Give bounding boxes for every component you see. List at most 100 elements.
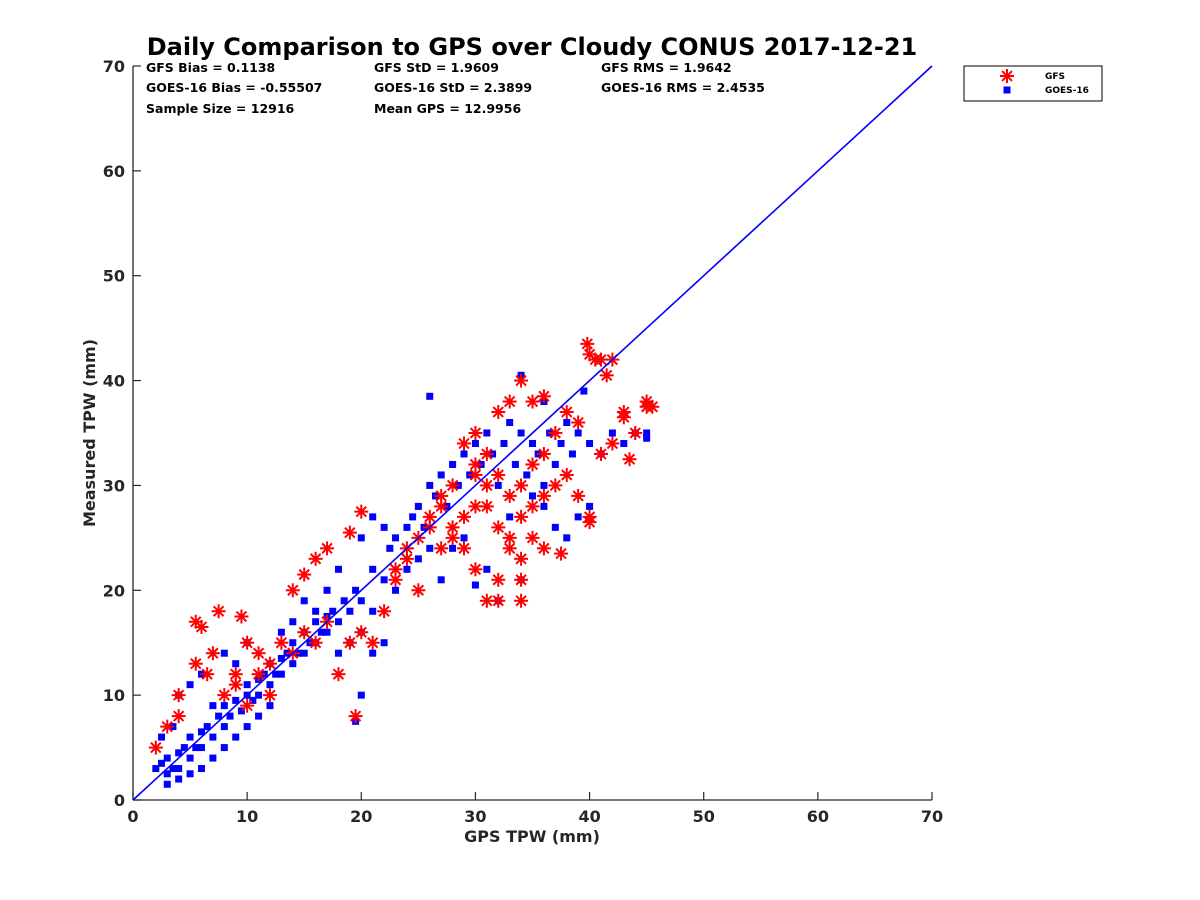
stat-goes-bias: GOES-16 Bias = -0.55507 — [146, 80, 322, 95]
goes16-point — [426, 392, 434, 400]
goes16-point — [511, 460, 519, 468]
gfs-point — [320, 541, 335, 556]
x-tick-label: 70 — [921, 807, 943, 826]
goes16-point — [175, 749, 183, 757]
goes16-point — [197, 765, 205, 773]
legend-box — [963, 65, 1103, 102]
goes16-point — [563, 534, 571, 542]
gfs-point — [251, 646, 266, 661]
goes16-point — [289, 660, 297, 668]
goes16-point — [608, 429, 616, 437]
goes16-point — [158, 759, 166, 767]
gfs-point — [262, 656, 277, 671]
gfs-point — [536, 446, 551, 461]
gfs-point — [554, 546, 569, 561]
goes16-point — [449, 544, 457, 552]
goes16-point — [471, 581, 479, 589]
y-tick-label: 20 — [103, 581, 125, 600]
goes16-point — [289, 618, 297, 626]
gfs-point — [377, 604, 392, 619]
goes16-point — [500, 439, 508, 447]
gfs-point — [536, 541, 551, 556]
goes16-point — [232, 660, 240, 668]
x-axis-label: GPS TPW (mm) — [464, 827, 600, 846]
stat-gfs-std: GFS StD = 1.9609 — [374, 60, 499, 75]
gfs-point — [388, 572, 403, 587]
goes16-point — [557, 439, 565, 447]
gfs-point — [422, 509, 437, 524]
gfs-point — [342, 635, 357, 650]
goes16-point — [312, 618, 320, 626]
goes16-point — [346, 607, 354, 615]
gfs-point — [148, 740, 163, 755]
stat-goes-std: GOES-16 StD = 2.3899 — [374, 80, 532, 95]
gfs-point — [205, 646, 220, 661]
goes16-point — [529, 492, 536, 500]
goes16-point — [255, 691, 263, 699]
goes16-point — [192, 744, 200, 752]
y-axis-label: Measured TPW (mm) — [80, 339, 99, 527]
y-tick-label: 0 — [114, 791, 125, 810]
y-tick-label: 50 — [103, 267, 125, 286]
gfs-point — [234, 609, 249, 624]
goes16-point — [243, 723, 251, 731]
gfs-point — [491, 405, 506, 420]
gfs-point — [605, 436, 620, 451]
plot-area — [132, 66, 932, 801]
gfs-point — [479, 499, 494, 514]
goes16-point — [163, 770, 171, 778]
goes16-point — [334, 618, 342, 626]
gfs-point — [548, 478, 563, 493]
gfs-point — [468, 457, 483, 472]
goes16-point — [243, 681, 251, 689]
goes16-point — [249, 696, 257, 704]
goes16-point — [357, 691, 365, 699]
gfs-point — [457, 509, 472, 524]
chart-title: Daily Comparison to GPS over Cloudy CONU… — [147, 33, 918, 61]
goes16-point — [540, 481, 548, 489]
gfs-point — [514, 572, 529, 587]
goes16-point — [220, 702, 228, 710]
goes16-point — [163, 780, 171, 788]
y-tick-label: 10 — [103, 686, 125, 705]
gfs-point — [365, 635, 380, 650]
gfs-point — [354, 504, 369, 519]
goes16-point — [414, 555, 422, 563]
goes16-point — [289, 639, 297, 647]
goes16-point — [220, 723, 228, 731]
goes16-point — [300, 597, 308, 605]
goes16-point — [237, 707, 245, 715]
goes16-point — [586, 502, 594, 510]
gfs-point — [502, 488, 517, 503]
goes16-point — [460, 450, 468, 458]
goes16-point — [323, 628, 331, 636]
gfs-point — [514, 593, 529, 608]
gfs-point — [434, 541, 449, 556]
goes16-point — [580, 387, 588, 395]
goes16-point — [551, 460, 559, 468]
goes16-point — [437, 471, 445, 479]
goes16-point — [369, 607, 377, 615]
goes16-point — [574, 513, 582, 521]
gfs-point — [628, 426, 643, 440]
goes16-point — [277, 628, 285, 636]
ticks: 0 10 20 30 40 50 60 70 0 10 20 30 40 50 60 70 — [103, 57, 943, 826]
gfs-point — [434, 488, 449, 503]
x-tick-label: 20 — [350, 807, 372, 826]
gfs-point — [580, 336, 595, 351]
goes16-point — [220, 744, 228, 752]
goes16-point — [403, 523, 411, 531]
goes16-point — [563, 419, 571, 427]
goes16-point — [186, 754, 194, 762]
goes16-point — [186, 733, 194, 741]
gfs-point — [411, 583, 426, 598]
goes16-point — [426, 544, 434, 552]
gfs-point — [491, 593, 506, 608]
goes16-point — [209, 702, 217, 710]
goes16-point — [180, 744, 188, 752]
series-gfs — [148, 336, 660, 755]
gfs-point — [559, 405, 574, 420]
goes16-point — [369, 565, 377, 573]
gfs-point — [491, 572, 506, 587]
